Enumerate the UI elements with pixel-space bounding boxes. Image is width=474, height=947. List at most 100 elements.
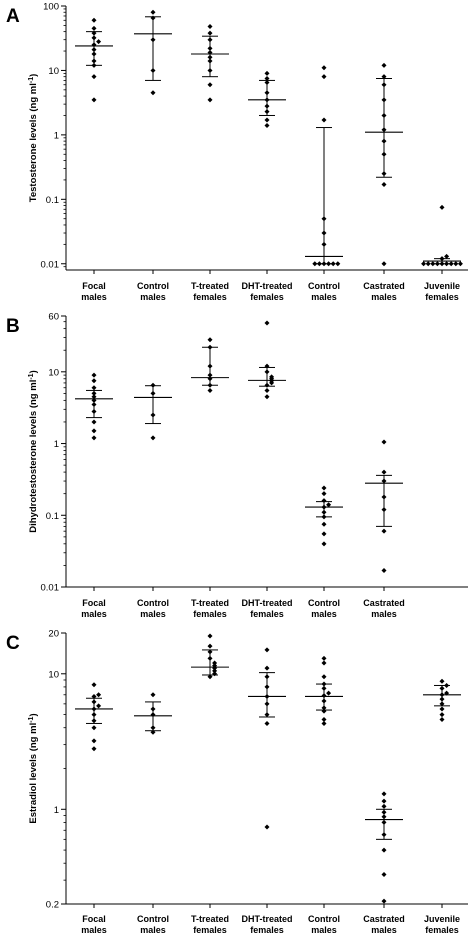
data-point — [381, 819, 387, 825]
data-point — [91, 706, 97, 712]
data-point — [91, 682, 97, 688]
data-point — [207, 655, 213, 661]
data-point — [91, 378, 97, 384]
x-tick-label: females — [250, 292, 284, 302]
data-point — [150, 729, 156, 735]
data-point — [321, 685, 327, 691]
x-tick-label: males — [311, 609, 337, 619]
data-point — [381, 803, 387, 809]
data-point — [207, 633, 213, 639]
data-point — [321, 504, 327, 510]
x-tick-label: Focal — [82, 281, 106, 291]
data-point — [321, 708, 327, 714]
data-point — [439, 696, 445, 702]
data-point — [457, 261, 463, 267]
y-tick-label: 0.1 — [46, 195, 59, 206]
data-point — [326, 690, 332, 696]
data-point — [91, 394, 97, 400]
data-point — [312, 261, 318, 267]
data-point — [381, 798, 387, 804]
data-point — [444, 261, 450, 267]
x-tick-label: DHT-treated — [241, 281, 292, 291]
x-tick-label: males — [81, 292, 107, 302]
data-point — [264, 684, 270, 690]
data-point — [91, 435, 97, 441]
data-point — [439, 204, 445, 210]
data-point — [91, 738, 97, 744]
data-point — [439, 678, 445, 684]
x-tick-label: Control — [137, 598, 169, 608]
data-point — [264, 117, 270, 123]
data-point — [91, 385, 97, 391]
data-point — [264, 122, 270, 128]
data-point — [91, 62, 97, 68]
data-point — [381, 74, 387, 80]
data-point — [91, 42, 97, 48]
data-point — [321, 241, 327, 247]
data-point — [150, 382, 156, 388]
data-point — [321, 660, 327, 666]
data-point — [91, 693, 97, 699]
data-point — [321, 693, 327, 699]
x-tick-label: Juvenile — [424, 281, 460, 291]
data-point — [91, 30, 97, 36]
data-point — [439, 692, 445, 698]
data-point — [381, 171, 387, 177]
data-point — [207, 58, 213, 64]
data-point — [321, 541, 327, 547]
data-point — [444, 682, 450, 688]
data-point — [91, 25, 97, 31]
x-tick-label: T-treated — [191, 281, 229, 291]
data-point — [264, 97, 270, 103]
data-point — [381, 112, 387, 118]
data-point — [430, 261, 436, 267]
data-point — [91, 718, 97, 724]
data-point — [321, 655, 327, 661]
data-point — [264, 369, 270, 375]
data-point — [150, 712, 156, 718]
data-point — [91, 408, 97, 414]
data-point — [381, 82, 387, 88]
data-point — [264, 320, 270, 326]
data-point — [207, 376, 213, 382]
data-point — [381, 469, 387, 475]
x-tick-label: females — [250, 925, 284, 935]
y-axis-title: Testosterone levels (ng ml-1) — [28, 74, 39, 203]
x-tick-label: Castrated — [363, 914, 405, 924]
data-point — [264, 647, 270, 653]
y-axis-title-main: Dihydrotestosterone levels (ng ml — [28, 380, 39, 533]
data-point — [381, 478, 387, 484]
data-point — [91, 47, 97, 53]
data-point — [321, 514, 327, 520]
y-axis-title-main: Estradiol levels (ng ml — [28, 723, 39, 824]
y-tick-label: 100 — [43, 2, 59, 13]
y-tick-label: 20 — [48, 629, 59, 640]
x-tick-label: Control — [308, 914, 340, 924]
data-point — [381, 151, 387, 157]
data-point — [316, 261, 322, 267]
data-point — [150, 390, 156, 396]
panel-label: C — [6, 633, 20, 654]
data-point — [381, 439, 387, 445]
data-point — [321, 698, 327, 704]
x-tick-label: T-treated — [191, 914, 229, 924]
x-tick-label: females — [193, 292, 227, 302]
x-tick-label: males — [311, 292, 337, 302]
y-tick-label: 0.01 — [41, 259, 60, 270]
data-point — [335, 261, 341, 267]
data-point — [439, 685, 445, 691]
data-point — [321, 681, 327, 687]
x-tick-label: males — [311, 925, 337, 935]
data-point — [207, 382, 213, 388]
data-point — [207, 30, 213, 36]
